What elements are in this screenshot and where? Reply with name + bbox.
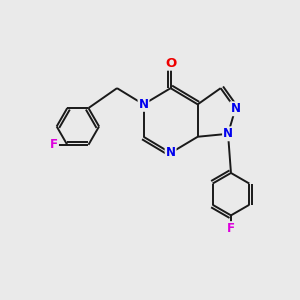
Text: O: O — [165, 57, 176, 70]
Text: N: N — [139, 98, 148, 111]
Text: N: N — [166, 146, 176, 159]
Text: F: F — [50, 138, 58, 151]
Text: N: N — [223, 127, 233, 140]
Text: N: N — [230, 102, 240, 115]
Text: F: F — [227, 222, 235, 235]
